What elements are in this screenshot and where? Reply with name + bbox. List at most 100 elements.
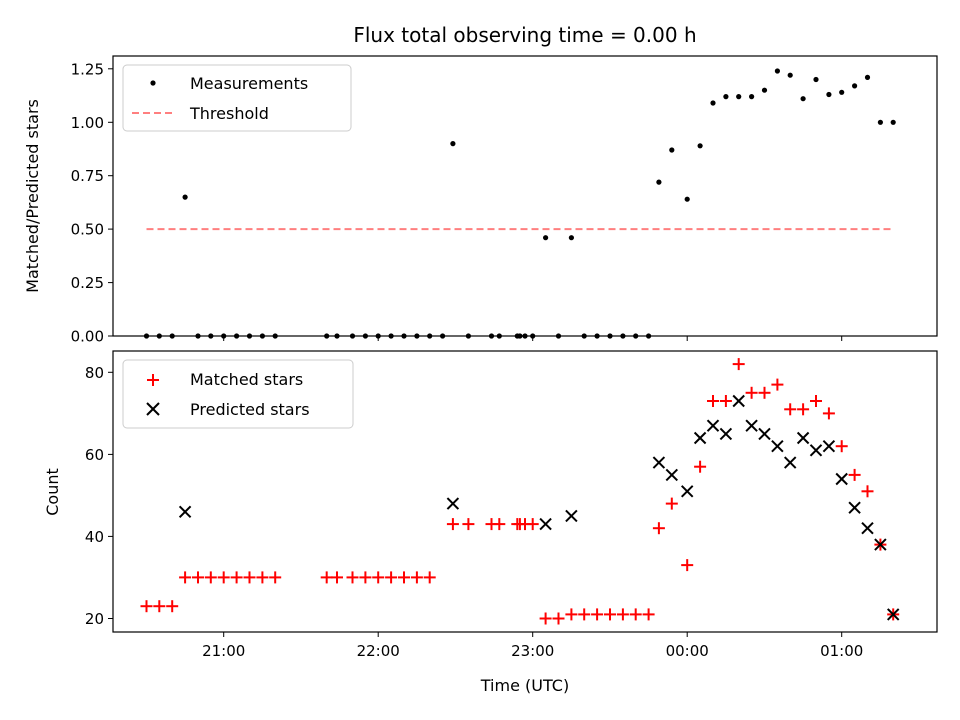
measurement-point (697, 143, 703, 149)
predicted-stars-point (886, 608, 900, 621)
matched-stars-point (243, 571, 256, 584)
y-tick-label: 80 (85, 364, 104, 382)
measurement-point (852, 83, 858, 89)
matched-stars-point (604, 608, 616, 621)
legend-marker-predicted-stars (146, 402, 160, 416)
top-x-ticks (223, 336, 843, 341)
matched-stars-point (848, 468, 861, 481)
matched-stars-point (346, 571, 359, 584)
bottom-y-ticks: 20 40 60 80 (85, 364, 113, 628)
y-tick-label: 0.00 (71, 328, 104, 346)
matched-stars-point (446, 518, 459, 531)
y-tick-label: 1.00 (71, 114, 104, 132)
matched-stars-point (707, 395, 719, 407)
y-tick-label: 40 (85, 528, 104, 546)
predicted-stars-point (822, 439, 836, 453)
matched-stars-point (665, 497, 678, 510)
predicted-stars-point (539, 517, 552, 531)
measurement-point (736, 94, 742, 100)
matched-stars-point (153, 600, 166, 613)
matched-stars-point (320, 571, 333, 584)
matched-stars-point (526, 518, 539, 531)
bottom-y-axis-label: Count (43, 468, 62, 516)
matched-stars-point (642, 608, 655, 621)
matched-stars-point (398, 571, 410, 584)
measurement-point (787, 72, 793, 78)
legend-marker-measurements (150, 80, 156, 86)
matched-stars-point (694, 460, 707, 473)
predicted-stars-point (665, 468, 679, 482)
bottom-legend-box (122, 359, 354, 429)
matched-stars-point (784, 403, 797, 416)
predicted-stars-point (874, 538, 887, 551)
predicted-stars-point (446, 497, 460, 510)
matched-stars-point (230, 571, 243, 584)
matched-stars-point (797, 403, 810, 416)
matched-stars-point (410, 571, 423, 584)
y-tick-label: 60 (85, 446, 104, 464)
predicted-stars-point (848, 501, 861, 514)
y-tick-label: 20 (85, 610, 104, 628)
measurement-point (877, 119, 884, 125)
predicted-stars-point (706, 419, 720, 432)
x-axis-label: Time (UTC) (480, 676, 569, 695)
predicted-stars-point (565, 509, 578, 523)
top-y-axis-label: Matched/Predicted stars (23, 99, 42, 293)
matched-stars-point (732, 358, 745, 371)
matched-stars-point (758, 386, 771, 399)
matched-stars-point (745, 386, 758, 399)
bottom-legend: Matched stars Predicted stars (122, 359, 354, 429)
predicted-stars-point (783, 456, 797, 469)
matched-stars-point (539, 612, 552, 625)
matched-stars-point (140, 600, 153, 613)
matched-stars-point (204, 571, 217, 584)
matched-stars-point (652, 522, 665, 535)
x-tick-label: 22:00 (357, 642, 400, 660)
top-y-ticks: 0.00 0.25 0.50 0.75 1.00 1.25 (71, 60, 113, 346)
x-tick-label: 23:00 (511, 642, 554, 660)
matched-stars-point (166, 600, 179, 613)
predicted-stars-point (796, 431, 810, 445)
legend-label-predicted-stars: Predicted stars (190, 400, 310, 419)
y-tick-label: 0.75 (71, 167, 104, 185)
measurement-point (182, 194, 188, 200)
predicted-stars-point (835, 472, 848, 486)
matched-stars-point (269, 571, 282, 584)
measurement-point (543, 235, 549, 241)
matched-stars-point (493, 518, 506, 531)
measurement-point (710, 100, 716, 106)
top-legend: Measurements Threshold (122, 64, 352, 132)
top-panel: Flux total observing time = 0.00 h 0.000… (23, 23, 938, 346)
predicted-stars-point (809, 444, 823, 457)
bottom-panel: 20 40 60 80 21:00 22:00 23:00 00:00 01:00 Count… (43, 350, 938, 695)
matched-stars-point (385, 571, 398, 584)
y-tick-label: 0.50 (71, 221, 104, 239)
measurement-point (568, 235, 575, 241)
predicted-stars-point (652, 456, 666, 469)
x-tick-label: 00:00 (666, 642, 709, 660)
matched-stars-point (217, 571, 230, 584)
matched-stars-point (719, 395, 732, 407)
matched-stars-point (629, 608, 642, 621)
predicted-stars-point (719, 427, 733, 441)
matched-stars-point (616, 608, 629, 621)
top-axes-frame (112, 55, 938, 337)
measurement-point (749, 94, 755, 100)
matched-stars-point (822, 407, 835, 420)
matched-stars-point (591, 608, 604, 621)
measurement-point (761, 87, 768, 93)
legend-label-matched-stars: Matched stars (190, 370, 303, 389)
matched-stars-point (331, 571, 343, 584)
matched-stars-point (462, 518, 475, 531)
legend-label-threshold: Threshold (189, 104, 269, 123)
measurement-point (774, 68, 781, 74)
predicted-stars-point (680, 485, 694, 498)
matched-stars-point (372, 571, 385, 584)
measurement-point (839, 89, 845, 95)
predicted-stars-point (732, 394, 745, 408)
predicted-stars-point (758, 427, 771, 441)
measurement-point (723, 94, 729, 100)
predicted-stars-point (178, 505, 192, 519)
predicted-stars-point (693, 431, 707, 445)
predicted-stars-point (745, 419, 758, 432)
